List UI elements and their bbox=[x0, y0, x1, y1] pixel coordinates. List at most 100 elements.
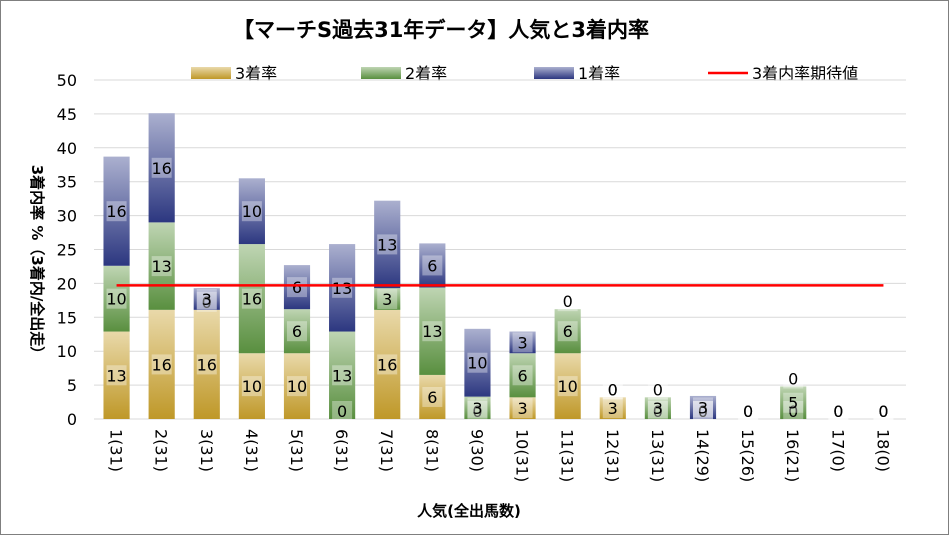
x-tick-label: 3(31) bbox=[197, 429, 216, 472]
data-label-bg bbox=[512, 398, 533, 419]
data-label-bg bbox=[647, 398, 668, 419]
data-label-bg bbox=[828, 401, 849, 421]
legend-swatch bbox=[534, 67, 574, 79]
data-label-bg bbox=[738, 401, 759, 421]
bar-segment bbox=[464, 328, 491, 397]
data-label-bg bbox=[332, 365, 353, 386]
x-tick-label: 17(0) bbox=[828, 429, 847, 472]
x-tick-label: 18(0) bbox=[873, 429, 892, 472]
bar-segment bbox=[148, 309, 175, 419]
y-tick-label: 5 bbox=[67, 376, 77, 395]
data-label: 13 bbox=[332, 366, 352, 385]
data-label-bg bbox=[422, 321, 443, 342]
bar-segment bbox=[419, 243, 446, 288]
data-label: 10 bbox=[106, 290, 126, 309]
bar-segment bbox=[193, 309, 220, 419]
bar-segment bbox=[283, 265, 311, 310]
data-label: 0 bbox=[833, 402, 843, 421]
data-label-bg bbox=[151, 157, 172, 178]
data-label-bg bbox=[828, 401, 849, 421]
data-label-bg bbox=[738, 401, 759, 421]
data-label: 13 bbox=[151, 257, 171, 276]
data-label: 3 bbox=[472, 399, 482, 418]
bar-segment bbox=[148, 222, 175, 310]
data-label-bg bbox=[783, 401, 804, 421]
data-label: 16 bbox=[197, 355, 217, 374]
data-label: 0 bbox=[608, 380, 618, 399]
data-label: 0 bbox=[833, 402, 843, 421]
data-label: 13 bbox=[332, 279, 352, 298]
data-label-bg bbox=[151, 354, 172, 375]
bar-segment bbox=[103, 331, 130, 419]
data-label: 16 bbox=[106, 202, 126, 221]
y-tick-label: 20 bbox=[57, 274, 77, 293]
data-label: 0 bbox=[337, 402, 347, 421]
data-label-bg bbox=[422, 386, 443, 407]
y-tick-label: 10 bbox=[57, 342, 77, 361]
data-label-bg bbox=[196, 288, 217, 309]
data-label-bg bbox=[467, 397, 488, 418]
bar-segment bbox=[419, 287, 446, 375]
data-label: 0 bbox=[202, 293, 212, 312]
data-label-bg bbox=[602, 379, 623, 400]
data-label: 0 bbox=[743, 402, 753, 421]
data-label: 13 bbox=[106, 366, 126, 385]
data-label: 3 bbox=[517, 399, 527, 418]
data-label: 5 bbox=[788, 394, 798, 413]
data-label-bg bbox=[602, 379, 623, 400]
bar-segment bbox=[554, 309, 581, 354]
bar-segment bbox=[283, 353, 311, 419]
data-label-bg bbox=[512, 365, 533, 386]
data-label: 3 bbox=[698, 398, 708, 417]
y-tick-label: 35 bbox=[57, 173, 77, 192]
y-tick-label: 30 bbox=[57, 207, 77, 226]
data-label: 0 bbox=[788, 369, 798, 388]
data-label: 16 bbox=[242, 290, 262, 309]
x-tick-label: 2(31) bbox=[152, 429, 171, 472]
data-label-bg bbox=[241, 288, 262, 309]
data-label-bg bbox=[873, 401, 894, 421]
data-label-bg bbox=[287, 277, 307, 298]
data-label: 0 bbox=[788, 402, 798, 421]
legend-label: 3着率 bbox=[235, 64, 277, 83]
data-label-bg bbox=[377, 234, 398, 255]
legend: 3着率 2着率 1着率 3着内率期待値 bbox=[191, 64, 858, 83]
data-label-bg bbox=[332, 277, 353, 298]
bar-segment bbox=[554, 353, 581, 419]
data-label: 6 bbox=[427, 388, 437, 407]
data-label: 10 bbox=[287, 377, 307, 396]
data-label: 16 bbox=[151, 355, 171, 374]
bar-segment bbox=[689, 395, 717, 419]
data-labels: 1310161613161603101610106601313163136136… bbox=[106, 157, 894, 421]
legend-label: 1着率 bbox=[578, 64, 620, 83]
legend-swatch bbox=[191, 67, 231, 79]
y-axis-title: 3着内率 %（3着内/全出走） bbox=[28, 165, 46, 362]
data-label: 6 bbox=[427, 256, 437, 275]
x-tick-label: 9(30) bbox=[467, 429, 486, 472]
bar-segment bbox=[103, 265, 130, 332]
x-axis-ticks: 1(31) 2(31) 3(31) 4(31) 5(31) 6(31) 7(31) 8(31)… bbox=[107, 429, 893, 482]
data-label: 0 bbox=[472, 402, 482, 421]
x-tick-label: 7(31) bbox=[377, 429, 396, 472]
data-label-bg bbox=[287, 376, 307, 397]
data-label: 16 bbox=[377, 355, 397, 374]
chart-title: 【マーチS過去31年データ】人気と3着内率 bbox=[233, 18, 649, 42]
data-label-bg bbox=[873, 401, 894, 421]
bar-segment bbox=[329, 331, 356, 419]
data-label: 3 bbox=[653, 399, 663, 418]
bar-segment bbox=[238, 178, 265, 245]
data-label: 10 bbox=[467, 354, 487, 373]
data-label-bg bbox=[196, 291, 217, 312]
data-label: 0 bbox=[653, 380, 663, 399]
bar-segment bbox=[148, 113, 175, 223]
bar-segment bbox=[283, 309, 311, 354]
data-label-bg bbox=[557, 291, 578, 312]
legend-label: 3着内率期待値 bbox=[752, 64, 858, 83]
data-label-bg bbox=[422, 255, 443, 276]
bar-segment bbox=[329, 244, 356, 332]
data-label: 10 bbox=[242, 202, 262, 221]
y-tick-label: 45 bbox=[57, 105, 77, 124]
data-label-bg bbox=[647, 379, 668, 400]
data-label-bg bbox=[196, 354, 217, 375]
